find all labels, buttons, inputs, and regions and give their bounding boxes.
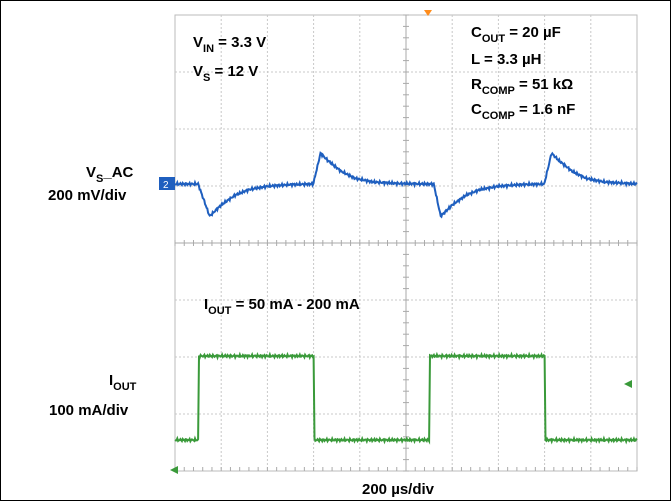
ch1-scale: 100 mA/div [49,402,129,419]
ch2-label: VS_AC [86,164,134,185]
channel-markers: 2 [159,10,632,474]
trigger-marker [424,10,432,16]
ch2-marker-text: 2 [163,180,169,191]
ch1-label: IOUT [109,372,137,393]
vin-label: VIN = 3.3 V [193,34,266,55]
cout-label: COUT = 20 µF [471,24,561,45]
ch2-marker-box [159,177,175,190]
ch1-ref-marker [170,466,178,474]
ch-right-marker [624,380,632,388]
vs-label: VS = 12 V [193,63,258,84]
trace-iout [174,351,638,445]
trace-vs-ac [174,151,638,219]
traces [174,151,638,445]
iout-range-label: IOUT = 50 mA - 200 mA [204,296,360,317]
l-label: L = 3.3 µH [471,51,541,68]
ch2-scale: 200 mV/div [48,187,127,204]
rcomp-label: RCOMP = 51 kΩ [471,76,573,97]
ccomp-label: CCOMP = 1.6 nF [471,101,575,122]
time-scale-label: 200 µs/div [362,481,435,498]
